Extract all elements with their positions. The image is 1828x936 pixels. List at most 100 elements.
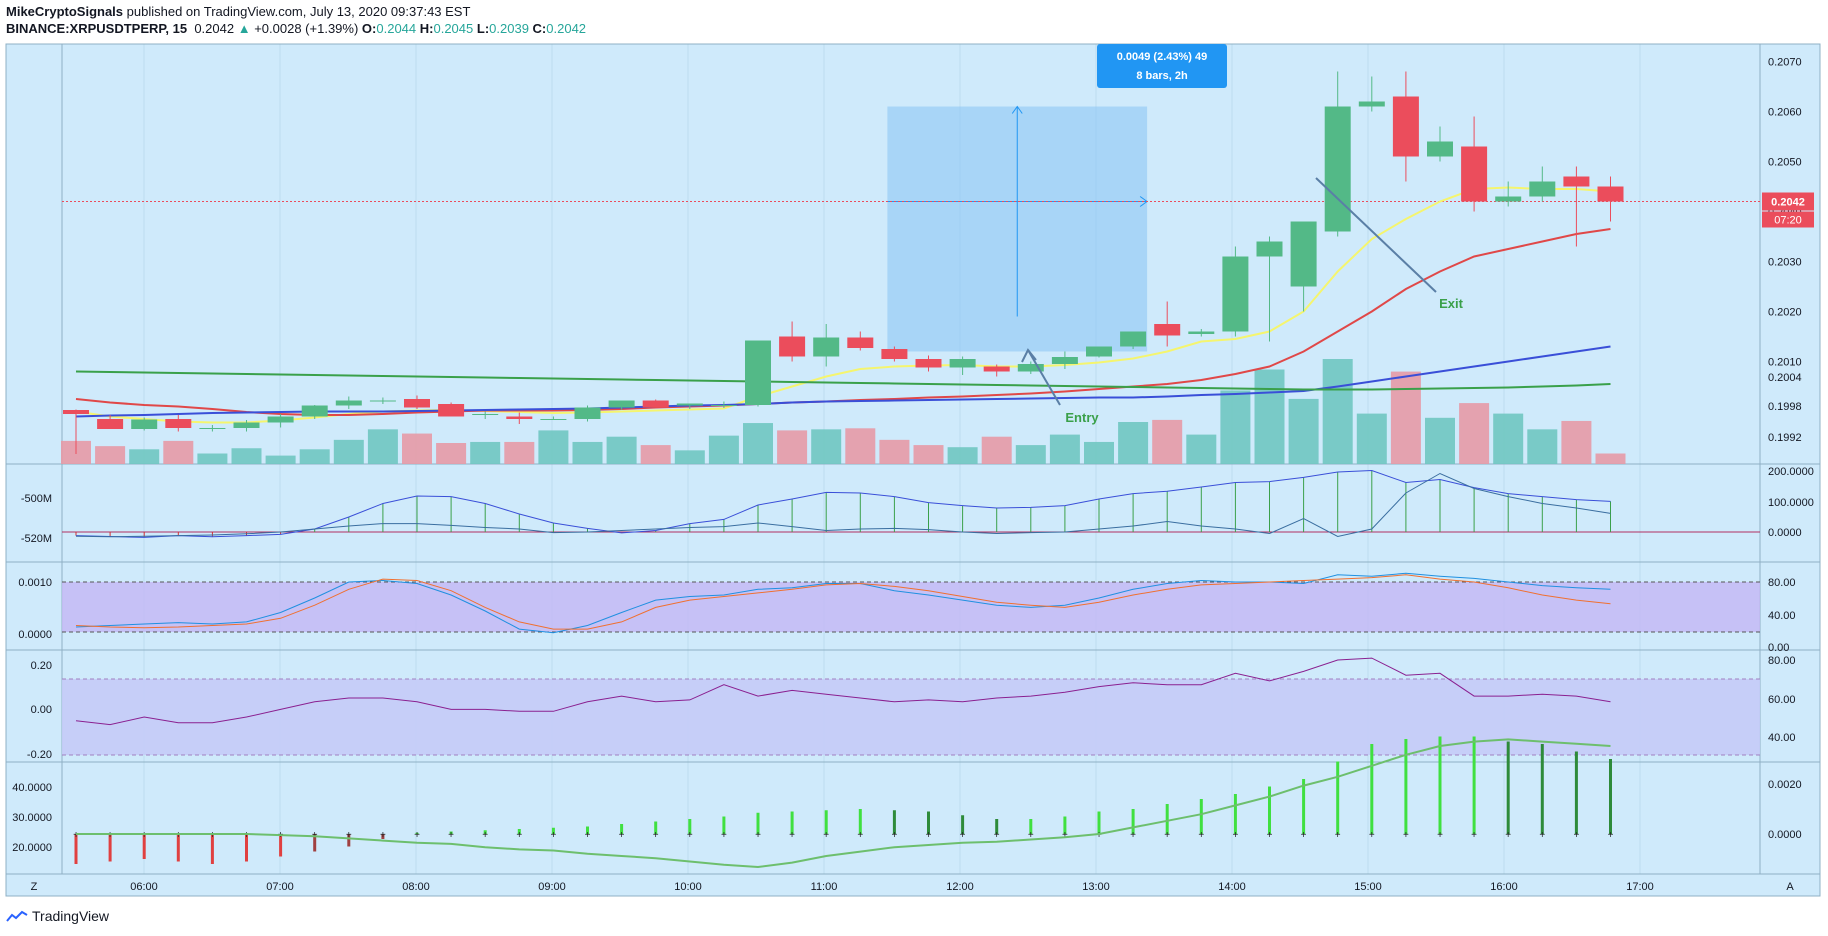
- time-tick-label: 17:00: [1626, 881, 1654, 893]
- volume-bar: [1220, 390, 1251, 464]
- publish-info: MikeCryptoSignals published on TradingVi…: [6, 4, 470, 19]
- volume-bar: [1322, 359, 1353, 464]
- volume-bar: [333, 439, 364, 464]
- cross-marker-icon: +: [244, 830, 250, 841]
- author-name: MikeCryptoSignals: [6, 4, 124, 19]
- low-value: 0.2039: [489, 21, 529, 36]
- candle-body: [1051, 357, 1078, 364]
- open-label: O:: [361, 21, 377, 36]
- candle-body: [1461, 146, 1488, 202]
- volume-bar: [1561, 420, 1592, 464]
- volume-bar: [845, 428, 876, 464]
- tradingview-logo-icon: [6, 910, 28, 922]
- indicator3-left-tick: 0.20: [31, 660, 52, 672]
- cross-marker-icon: +: [721, 830, 727, 841]
- indicator1-right-tick: 100.0000: [1768, 497, 1814, 509]
- volume-bar: [436, 443, 467, 464]
- candle-body: [1529, 181, 1556, 197]
- time-axis-area: [6, 874, 1820, 896]
- price-tick-label: 0.1992: [1768, 432, 1802, 444]
- candle-body: [949, 359, 976, 368]
- cross-marker-icon: +: [1608, 830, 1614, 841]
- candle-body: [199, 428, 226, 429]
- cross-marker-icon: +: [857, 830, 863, 841]
- adx-line: [76, 738, 1611, 869]
- indicator1-left-tick: -520M: [21, 533, 52, 545]
- candle-body: [369, 400, 396, 402]
- rsi-band: [62, 679, 1760, 755]
- price-tick-label: 0.2070: [1768, 57, 1802, 69]
- volume-bar: [879, 439, 910, 464]
- cross-marker-icon: +: [73, 830, 79, 841]
- volume-bar: [231, 448, 262, 464]
- cross-marker-icon: +: [891, 830, 897, 841]
- cross-marker-icon: +: [1335, 830, 1341, 841]
- candle-body: [710, 405, 737, 406]
- cross-marker-icon: +: [1062, 830, 1068, 841]
- volume-bar: [640, 445, 671, 464]
- time-tick-label: 11:00: [811, 881, 838, 893]
- moving-average-green: [75, 370, 1611, 391]
- volume-bar: [913, 445, 944, 464]
- indicator4-left-tick: 20.0000: [12, 842, 52, 854]
- cross-marker-icon: +: [1130, 830, 1136, 841]
- indicator1-right-tick: 0.0000: [1768, 527, 1802, 539]
- indicator1-line: [75, 469, 1611, 538]
- close-label: C:: [532, 21, 547, 36]
- candle-body: [1188, 331, 1215, 334]
- candle-body: [847, 337, 874, 348]
- stoch-band: [62, 582, 1760, 632]
- price-tick-label: 0.2050: [1768, 157, 1802, 169]
- indicator4-right-tick: 0.0020: [1768, 779, 1802, 791]
- volume-bar: [163, 440, 194, 464]
- cross-marker-icon: +: [346, 830, 352, 841]
- cross-marker-icon: +: [1471, 830, 1477, 841]
- volume-bar: [1254, 369, 1285, 464]
- volume-bar: [811, 429, 842, 464]
- price-tick-label: 0.2030: [1768, 257, 1802, 269]
- countdown-badge: [1762, 211, 1814, 228]
- cross-marker-icon: +: [141, 830, 147, 841]
- time-tick-label: 15:00: [1354, 881, 1382, 893]
- candle-body: [404, 399, 430, 408]
- candle-body: [1358, 101, 1385, 107]
- stoch-line: [75, 572, 1611, 634]
- candle-body: [983, 366, 1010, 372]
- cross-marker-icon: +: [175, 830, 181, 841]
- candle-body: [335, 400, 362, 406]
- cross-marker-icon: +: [960, 830, 966, 841]
- exit-arrow: [1315, 177, 1437, 293]
- volume-bar: [606, 436, 637, 464]
- candle-body: [1017, 364, 1044, 372]
- cross-marker-icon: +: [1437, 830, 1443, 841]
- volume-bar: [299, 449, 330, 464]
- candle-body: [574, 407, 601, 419]
- candle-body: [881, 349, 908, 359]
- candle-body: [745, 340, 771, 405]
- cross-marker-icon: +: [789, 830, 795, 841]
- indicator2-right-tick: 80.00: [1768, 577, 1796, 589]
- time-tick-label: 10:00: [674, 881, 702, 893]
- volume-bar: [1288, 398, 1319, 464]
- volume-bar: [947, 447, 978, 464]
- indicator3-left-tick: -0.20: [27, 749, 52, 761]
- indicator4-left-tick: 40.0000: [12, 782, 52, 794]
- indicator2-right-tick: 40.00: [1768, 610, 1796, 622]
- time-tick-label: 08:00: [402, 881, 430, 893]
- entry-arrowhead-icon: [1021, 348, 1037, 363]
- footer-branding: TradingView: [6, 908, 109, 924]
- cross-marker-icon: +: [107, 830, 113, 841]
- entry-annotation: Entry: [1065, 410, 1099, 425]
- volume-bar: [1015, 445, 1046, 464]
- candle-body: [267, 416, 294, 423]
- candle-body: [472, 414, 499, 415]
- price-tick-label: 0.1998: [1768, 401, 1802, 413]
- indicator3-right-tick: 80.00: [1768, 655, 1796, 667]
- footer-brand: TradingView: [32, 908, 110, 924]
- candle-body: [676, 403, 703, 406]
- candle-body: [301, 405, 328, 417]
- price-tick-label: 0.2010: [1768, 357, 1802, 369]
- measure-label-bars: 8 bars, 2h: [1136, 70, 1188, 82]
- price-tick-label: 0.2060: [1768, 107, 1802, 119]
